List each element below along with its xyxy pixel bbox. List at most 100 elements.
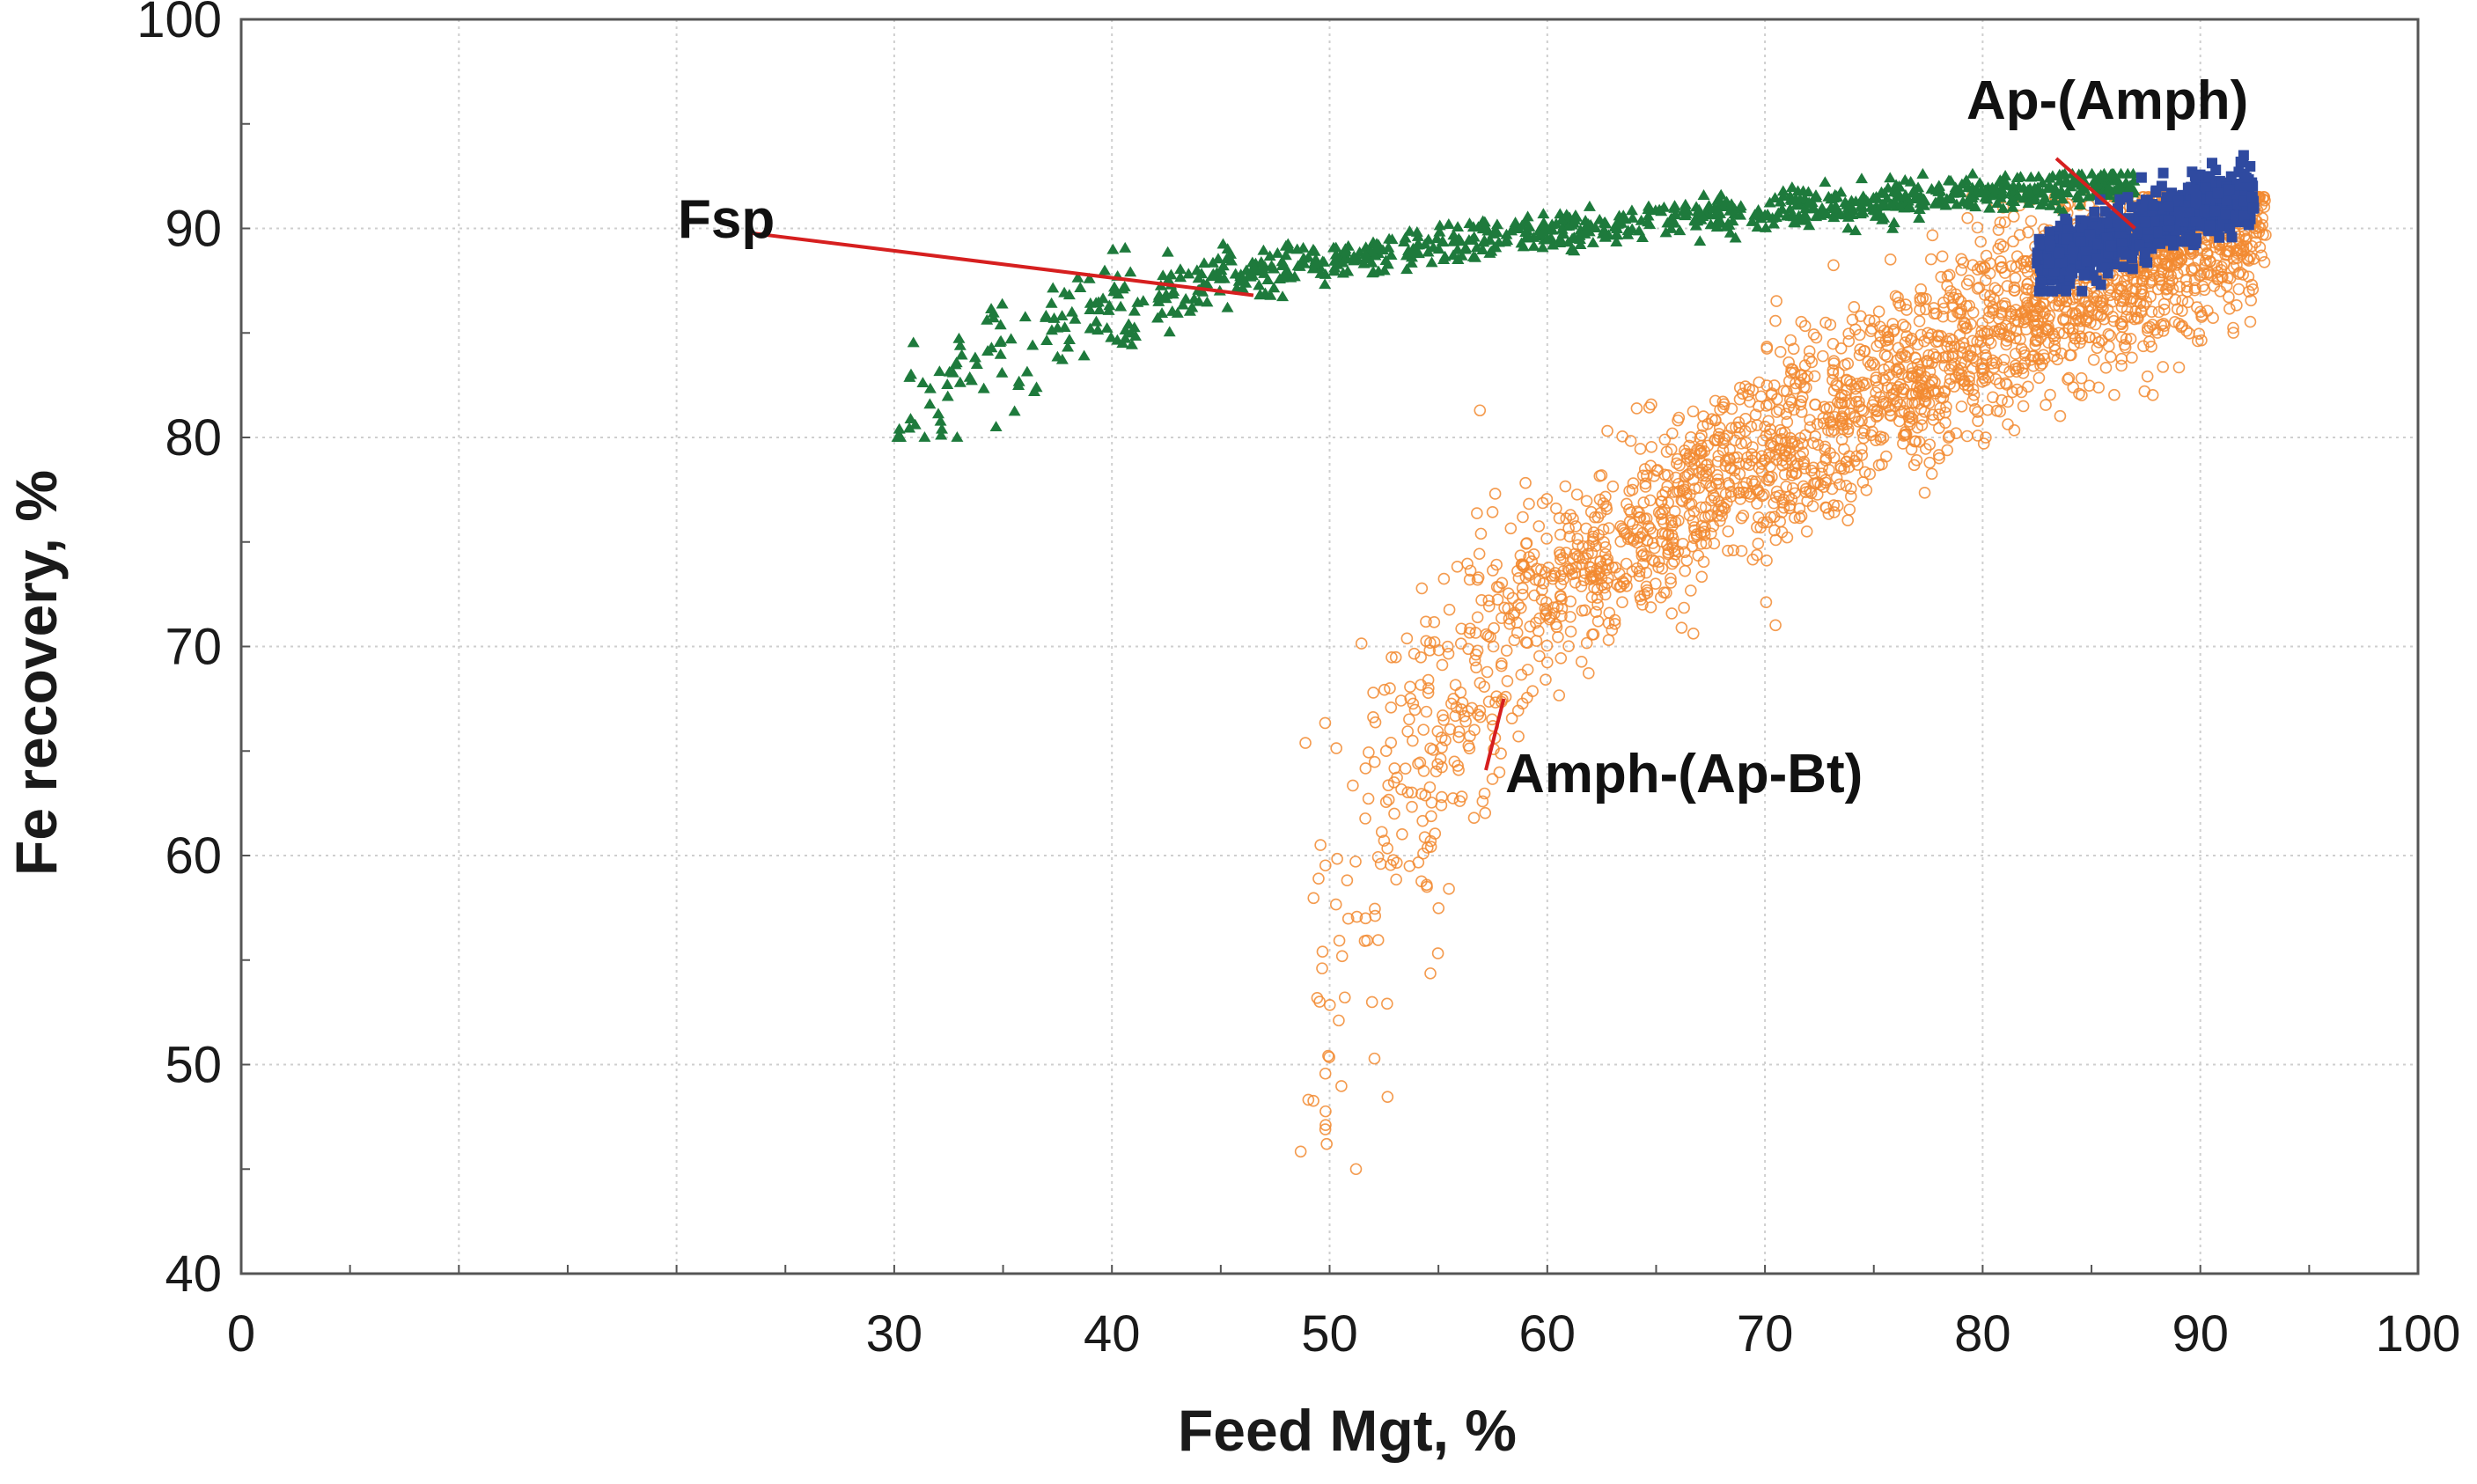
amph-point [2124, 296, 2137, 308]
fsp-point [1216, 238, 1230, 249]
amph-point [2172, 361, 2186, 374]
ap-point [2221, 195, 2232, 206]
fsp-point [2069, 174, 2082, 186]
amph-point [1947, 291, 1960, 305]
amph-point [1997, 361, 2010, 374]
x-tick-label: 40 [1084, 1305, 1141, 1363]
fsp-point [1405, 251, 1418, 262]
amph-point [1974, 335, 1988, 349]
y-tick-label: 80 [165, 409, 222, 467]
fsp-point [2113, 180, 2126, 192]
amph-point [1591, 615, 1605, 628]
amph-point [1678, 601, 1690, 614]
ap-point [2150, 185, 2162, 196]
ap-point [2246, 191, 2258, 202]
amph-point [1893, 299, 1907, 312]
amph-point [1614, 535, 1627, 547]
amph-point [1880, 450, 1893, 463]
amph-point [1834, 397, 1847, 410]
fsp-point [1520, 231, 1533, 242]
amph-point [1665, 572, 1677, 585]
fsp-point [1106, 243, 1120, 254]
amph-point [2018, 254, 2030, 268]
fsp-point [1275, 271, 1289, 283]
amph-point [2137, 299, 2150, 312]
amph-point [1656, 535, 1668, 548]
fsp-point [1157, 269, 1170, 281]
amph-point [1536, 496, 1549, 510]
fsp-point [916, 377, 930, 387]
amph-point [1641, 586, 1654, 599]
ap-point [2117, 246, 2128, 258]
amph-point [1773, 403, 1786, 416]
fsp-point [1748, 209, 1761, 220]
amph-point [1601, 424, 1613, 437]
amph-point [2135, 288, 2147, 301]
amph-point [1683, 509, 1696, 522]
fsp-point [1100, 321, 1114, 333]
fsp-point [1174, 271, 1187, 283]
amph-point [1449, 679, 1462, 692]
ap-point [2187, 234, 2198, 246]
amph-point [1437, 714, 1450, 726]
amph-point [1943, 268, 1956, 282]
amph-point [1996, 261, 2009, 274]
amph-point [2047, 330, 2061, 342]
amph-point [1834, 459, 1847, 473]
amph-point [2146, 389, 2159, 401]
fsp-point [1517, 240, 1530, 252]
annotation-leader-line [2054, 157, 2136, 230]
amph-point [1526, 685, 1539, 697]
fsp-point [1358, 248, 1371, 260]
fsp-point [2111, 173, 2124, 185]
amph-point [1359, 912, 1372, 925]
fsp-point [1653, 203, 1666, 215]
amph-point [1422, 673, 1435, 687]
fsp-point [1509, 217, 1522, 228]
amph-point [1478, 787, 1491, 800]
amph-point [1550, 621, 1563, 634]
amph-point [2008, 424, 2021, 437]
fsp-point [1867, 192, 1880, 202]
amph-point [1911, 365, 1924, 378]
ap-point [2140, 217, 2151, 228]
amph-point [2126, 351, 2138, 364]
amph-point [1733, 421, 1746, 434]
amph-point [1347, 779, 1359, 792]
amph-point [1786, 466, 1798, 479]
amph-point [1987, 306, 1999, 320]
amph-point [1523, 569, 1536, 582]
amph-point [1371, 850, 1385, 863]
amph-point [1428, 616, 1441, 628]
amph-point [1567, 512, 1579, 525]
amph-point [1540, 493, 1554, 505]
fsp-point [1925, 182, 1938, 194]
ap-point [2224, 223, 2236, 234]
amph-point [2227, 321, 2239, 334]
amph-point [1631, 524, 1643, 536]
amph-point [1999, 377, 2012, 390]
amph-point [1697, 555, 1710, 569]
amph-point [1585, 547, 1599, 560]
amph-point [1864, 429, 1878, 442]
amph-point [1848, 301, 1861, 313]
amph-point [1926, 376, 1938, 389]
amph-point [1693, 481, 1706, 495]
fsp-point [1400, 263, 1414, 275]
ap-point [2054, 247, 2065, 259]
ap-point [2076, 223, 2088, 234]
amph-point [1437, 709, 1449, 722]
amph-point [1805, 356, 1819, 369]
amph-point [1751, 497, 1763, 510]
fsp-point [949, 358, 962, 370]
amph-point [1512, 730, 1525, 743]
amph-point [1714, 403, 1726, 416]
amph-point [1722, 544, 1734, 557]
fsp-point [1724, 226, 1737, 238]
fsp-point [1974, 187, 1988, 198]
fsp-point [1055, 310, 1069, 321]
fsp-point [1062, 334, 1076, 344]
ap-point [2067, 268, 2078, 279]
amph-point [1665, 607, 1679, 620]
ap-point [2203, 171, 2215, 182]
